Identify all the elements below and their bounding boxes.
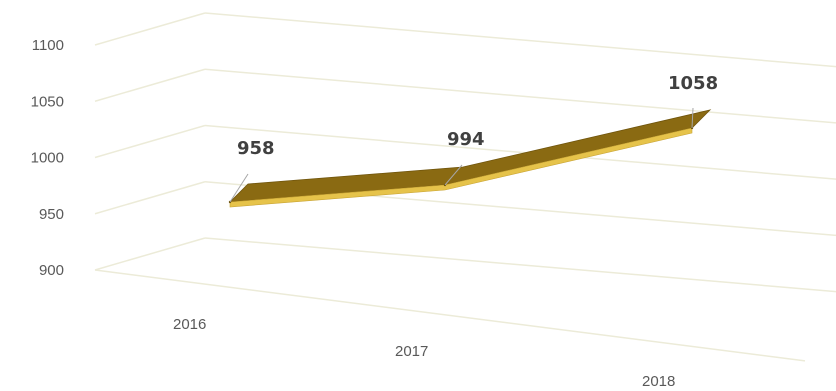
- data-point-2018: [690, 126, 694, 130]
- data-label-leaders: [229, 107, 694, 203]
- y-tick-label: 1000: [31, 150, 64, 167]
- gridline: [204, 124, 836, 180]
- leader-line: [444, 164, 463, 186]
- leader-line: [229, 173, 249, 203]
- gridline-front: [94, 68, 206, 102]
- data-label-2017: 994: [447, 129, 485, 150]
- data-labels: 958 994 1058: [237, 73, 718, 159]
- gridline: [204, 68, 836, 124]
- y-tick-label: 900: [39, 262, 64, 279]
- y-tick-label: 1100: [32, 37, 64, 54]
- gridline-front: [94, 124, 206, 159]
- series: [228, 109, 712, 208]
- series-ribbon-top: [228, 109, 712, 203]
- gridline-front: [94, 181, 206, 215]
- gridline: [204, 237, 836, 293]
- gridline-front: [94, 12, 206, 46]
- x-category-label: 2016: [173, 316, 206, 333]
- data-label-2016: 958: [237, 138, 275, 159]
- data-label-2018: 1058: [668, 73, 718, 94]
- gridline: [204, 12, 836, 68]
- x-category-label: 2017: [395, 343, 428, 360]
- gridline-front: [94, 237, 206, 271]
- leader-line: [691, 107, 694, 129]
- x-category-label: 2018: [642, 373, 675, 390]
- y-tick-label: 1050: [31, 93, 64, 110]
- y-tick-label: 950: [39, 206, 64, 223]
- y-axis-tick-labels: 900 950 1000 1050 1100: [31, 37, 64, 279]
- floor-edge: [94, 269, 806, 362]
- x-axis-category-labels: 2016 2017 2018: [173, 316, 675, 390]
- gridlines: [94, 12, 836, 362]
